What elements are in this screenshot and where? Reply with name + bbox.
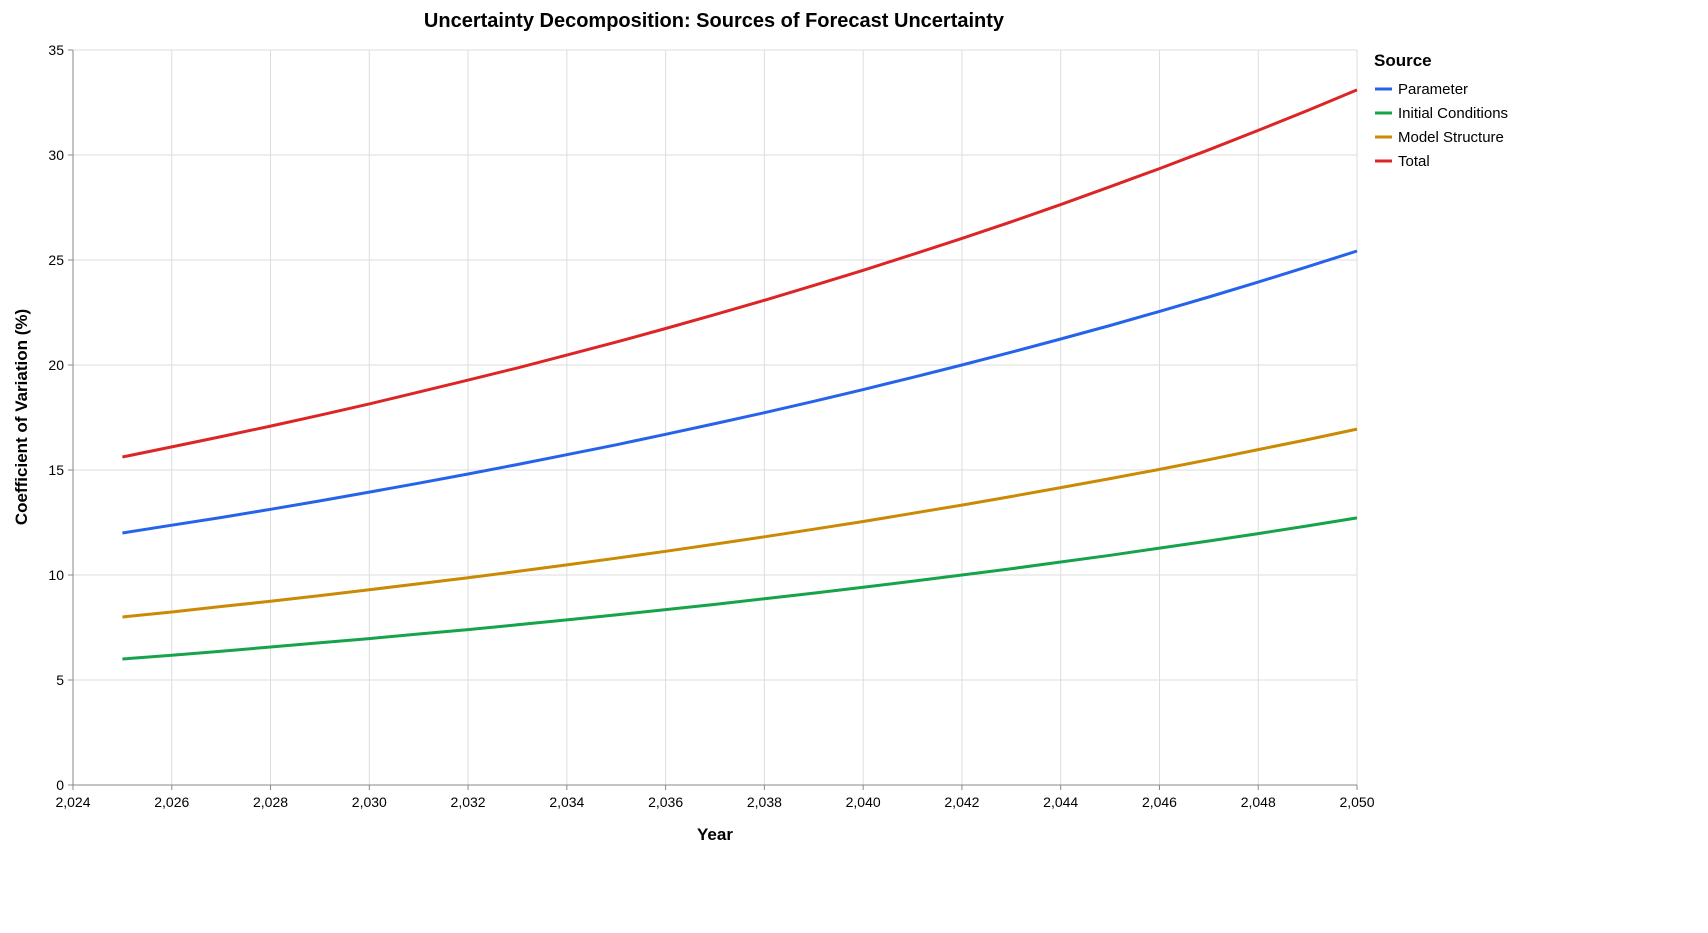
legend-label: Model Structure [1398, 129, 1504, 146]
x-tick-label: 2,030 [352, 794, 387, 810]
x-tick-label: 2,024 [55, 794, 90, 810]
legend: Source Parameter Initial Conditions Model … [1374, 51, 1508, 170]
x-tick-label: 2,032 [451, 794, 486, 810]
series-line-initial-conditions [122, 516, 1358, 661]
x-tick-label: 2,044 [1043, 794, 1078, 810]
chart-title: Uncertainty Decomposition: Sources of Fo… [424, 10, 1005, 32]
x-tick-label: 2,040 [846, 794, 881, 810]
legend-title: Source [1374, 51, 1432, 70]
y-tick-label: 25 [48, 252, 64, 268]
x-tick-label: 2,050 [1339, 794, 1374, 810]
x-tick-label: 2,048 [1241, 794, 1276, 810]
legend-label: Initial Conditions [1398, 105, 1508, 122]
legend-label: Parameter [1398, 81, 1468, 98]
x-tick-label: 2,028 [253, 794, 288, 810]
legend-label: Total [1398, 153, 1430, 170]
y-tick-label: 20 [48, 357, 64, 373]
y-tick-label: 10 [48, 567, 64, 583]
series-line-model-structure [122, 427, 1358, 619]
y-tick-label: 30 [48, 147, 64, 163]
y-axis-label: Coefficient of Variation (%) [12, 309, 31, 525]
series-line-parameter [122, 249, 1358, 535]
gridlines [72, 49, 1358, 786]
x-tick-label: 2,038 [747, 794, 782, 810]
x-tick-label: 2,042 [944, 794, 979, 810]
series-line-total [122, 88, 1358, 459]
y-tick-label: 35 [48, 42, 64, 58]
x-tick-label: 2,046 [1142, 794, 1177, 810]
x-axis-label: Year [697, 825, 733, 844]
y-tick-label: 5 [56, 672, 64, 688]
y-tick-label: 15 [48, 462, 64, 478]
y-tick-label: 0 [56, 777, 64, 793]
x-tick-label: 2,036 [648, 794, 683, 810]
x-tick-label: 2,034 [549, 794, 584, 810]
axes: 2,024 2,026 2,028 2,030 2,032 2,034 2,036 2,038… [48, 42, 1374, 810]
x-tick-label: 2,026 [154, 794, 189, 810]
series-lines [122, 88, 1358, 661]
